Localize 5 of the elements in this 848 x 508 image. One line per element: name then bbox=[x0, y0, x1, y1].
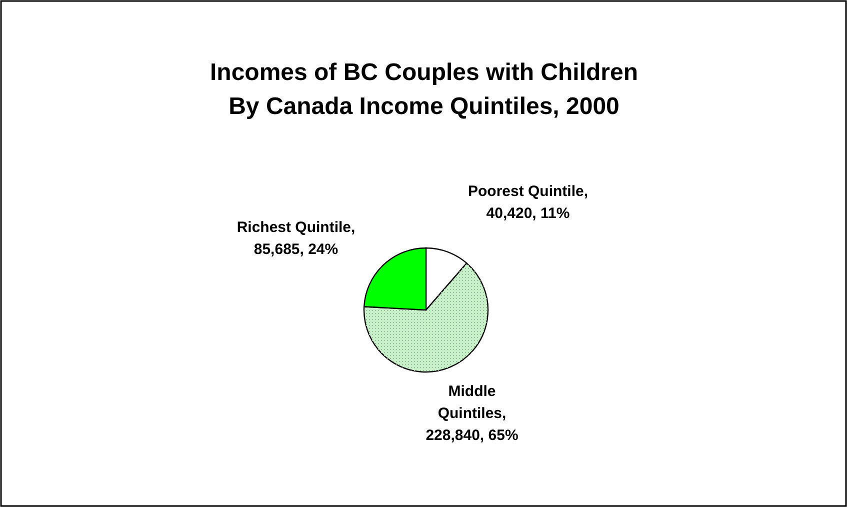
chart-title: Incomes of BC Couples with Children bbox=[210, 59, 638, 86]
chart-subtitle: By Canada Income Quintiles, 2000 bbox=[228, 93, 620, 120]
slice-label: Richest Quintile, 85,685, 24% bbox=[236, 219, 356, 258]
slice-label: Middle Quintiles, 228,840, 65% bbox=[426, 383, 518, 444]
slice-label: Poorest Quintile, 40,420, 11% bbox=[468, 183, 588, 222]
